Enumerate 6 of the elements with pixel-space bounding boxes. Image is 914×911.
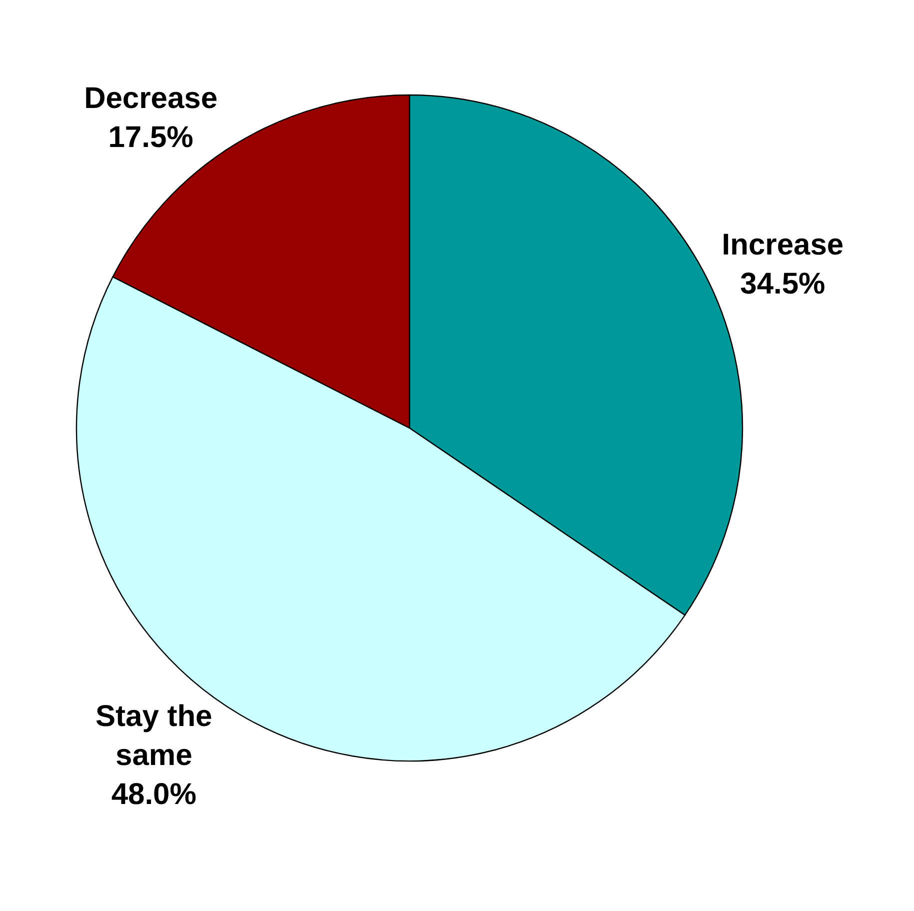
slice-label: Increase xyxy=(722,228,844,262)
data-label: 17.5% xyxy=(108,120,194,154)
data-label: 48.0% xyxy=(111,778,196,812)
slice-label: Stay the same xyxy=(96,700,212,772)
slice-label: Decrease xyxy=(84,82,218,115)
data-label: 34.5% xyxy=(740,267,826,300)
